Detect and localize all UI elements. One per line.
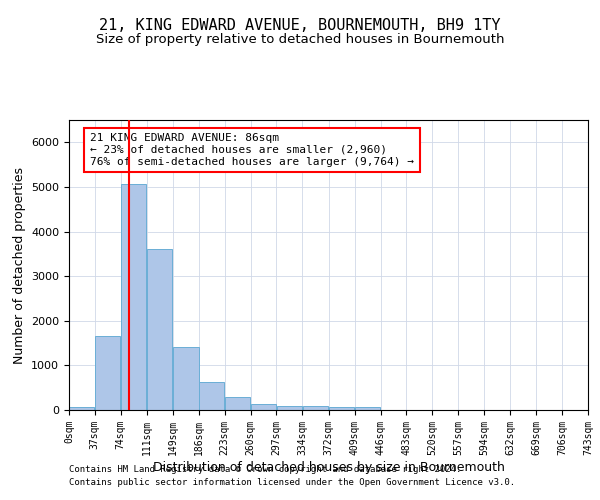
Text: 21 KING EDWARD AVENUE: 86sqm
← 23% of detached houses are smaller (2,960)
76% of: 21 KING EDWARD AVENUE: 86sqm ← 23% of de… xyxy=(90,134,414,166)
Bar xyxy=(277,406,302,410)
Bar xyxy=(147,250,172,410)
Bar xyxy=(173,346,199,410)
Text: Contains HM Land Registry data © Crown copyright and database right 2024.: Contains HM Land Registry data © Crown c… xyxy=(69,466,461,474)
Bar xyxy=(70,406,94,410)
Bar xyxy=(121,184,146,410)
Bar xyxy=(199,382,224,410)
Bar xyxy=(95,336,121,410)
Bar xyxy=(329,408,355,410)
Text: Size of property relative to detached houses in Bournemouth: Size of property relative to detached ho… xyxy=(96,32,504,46)
X-axis label: Distribution of detached houses by size in Bournemouth: Distribution of detached houses by size … xyxy=(152,460,505,473)
Bar xyxy=(302,406,328,410)
Text: 21, KING EDWARD AVENUE, BOURNEMOUTH, BH9 1TY: 21, KING EDWARD AVENUE, BOURNEMOUTH, BH9… xyxy=(99,18,501,32)
Bar xyxy=(225,398,250,410)
Y-axis label: Number of detached properties: Number of detached properties xyxy=(13,166,26,364)
Bar xyxy=(251,404,276,410)
Text: Contains public sector information licensed under the Open Government Licence v3: Contains public sector information licen… xyxy=(69,478,515,487)
Bar xyxy=(355,408,380,410)
